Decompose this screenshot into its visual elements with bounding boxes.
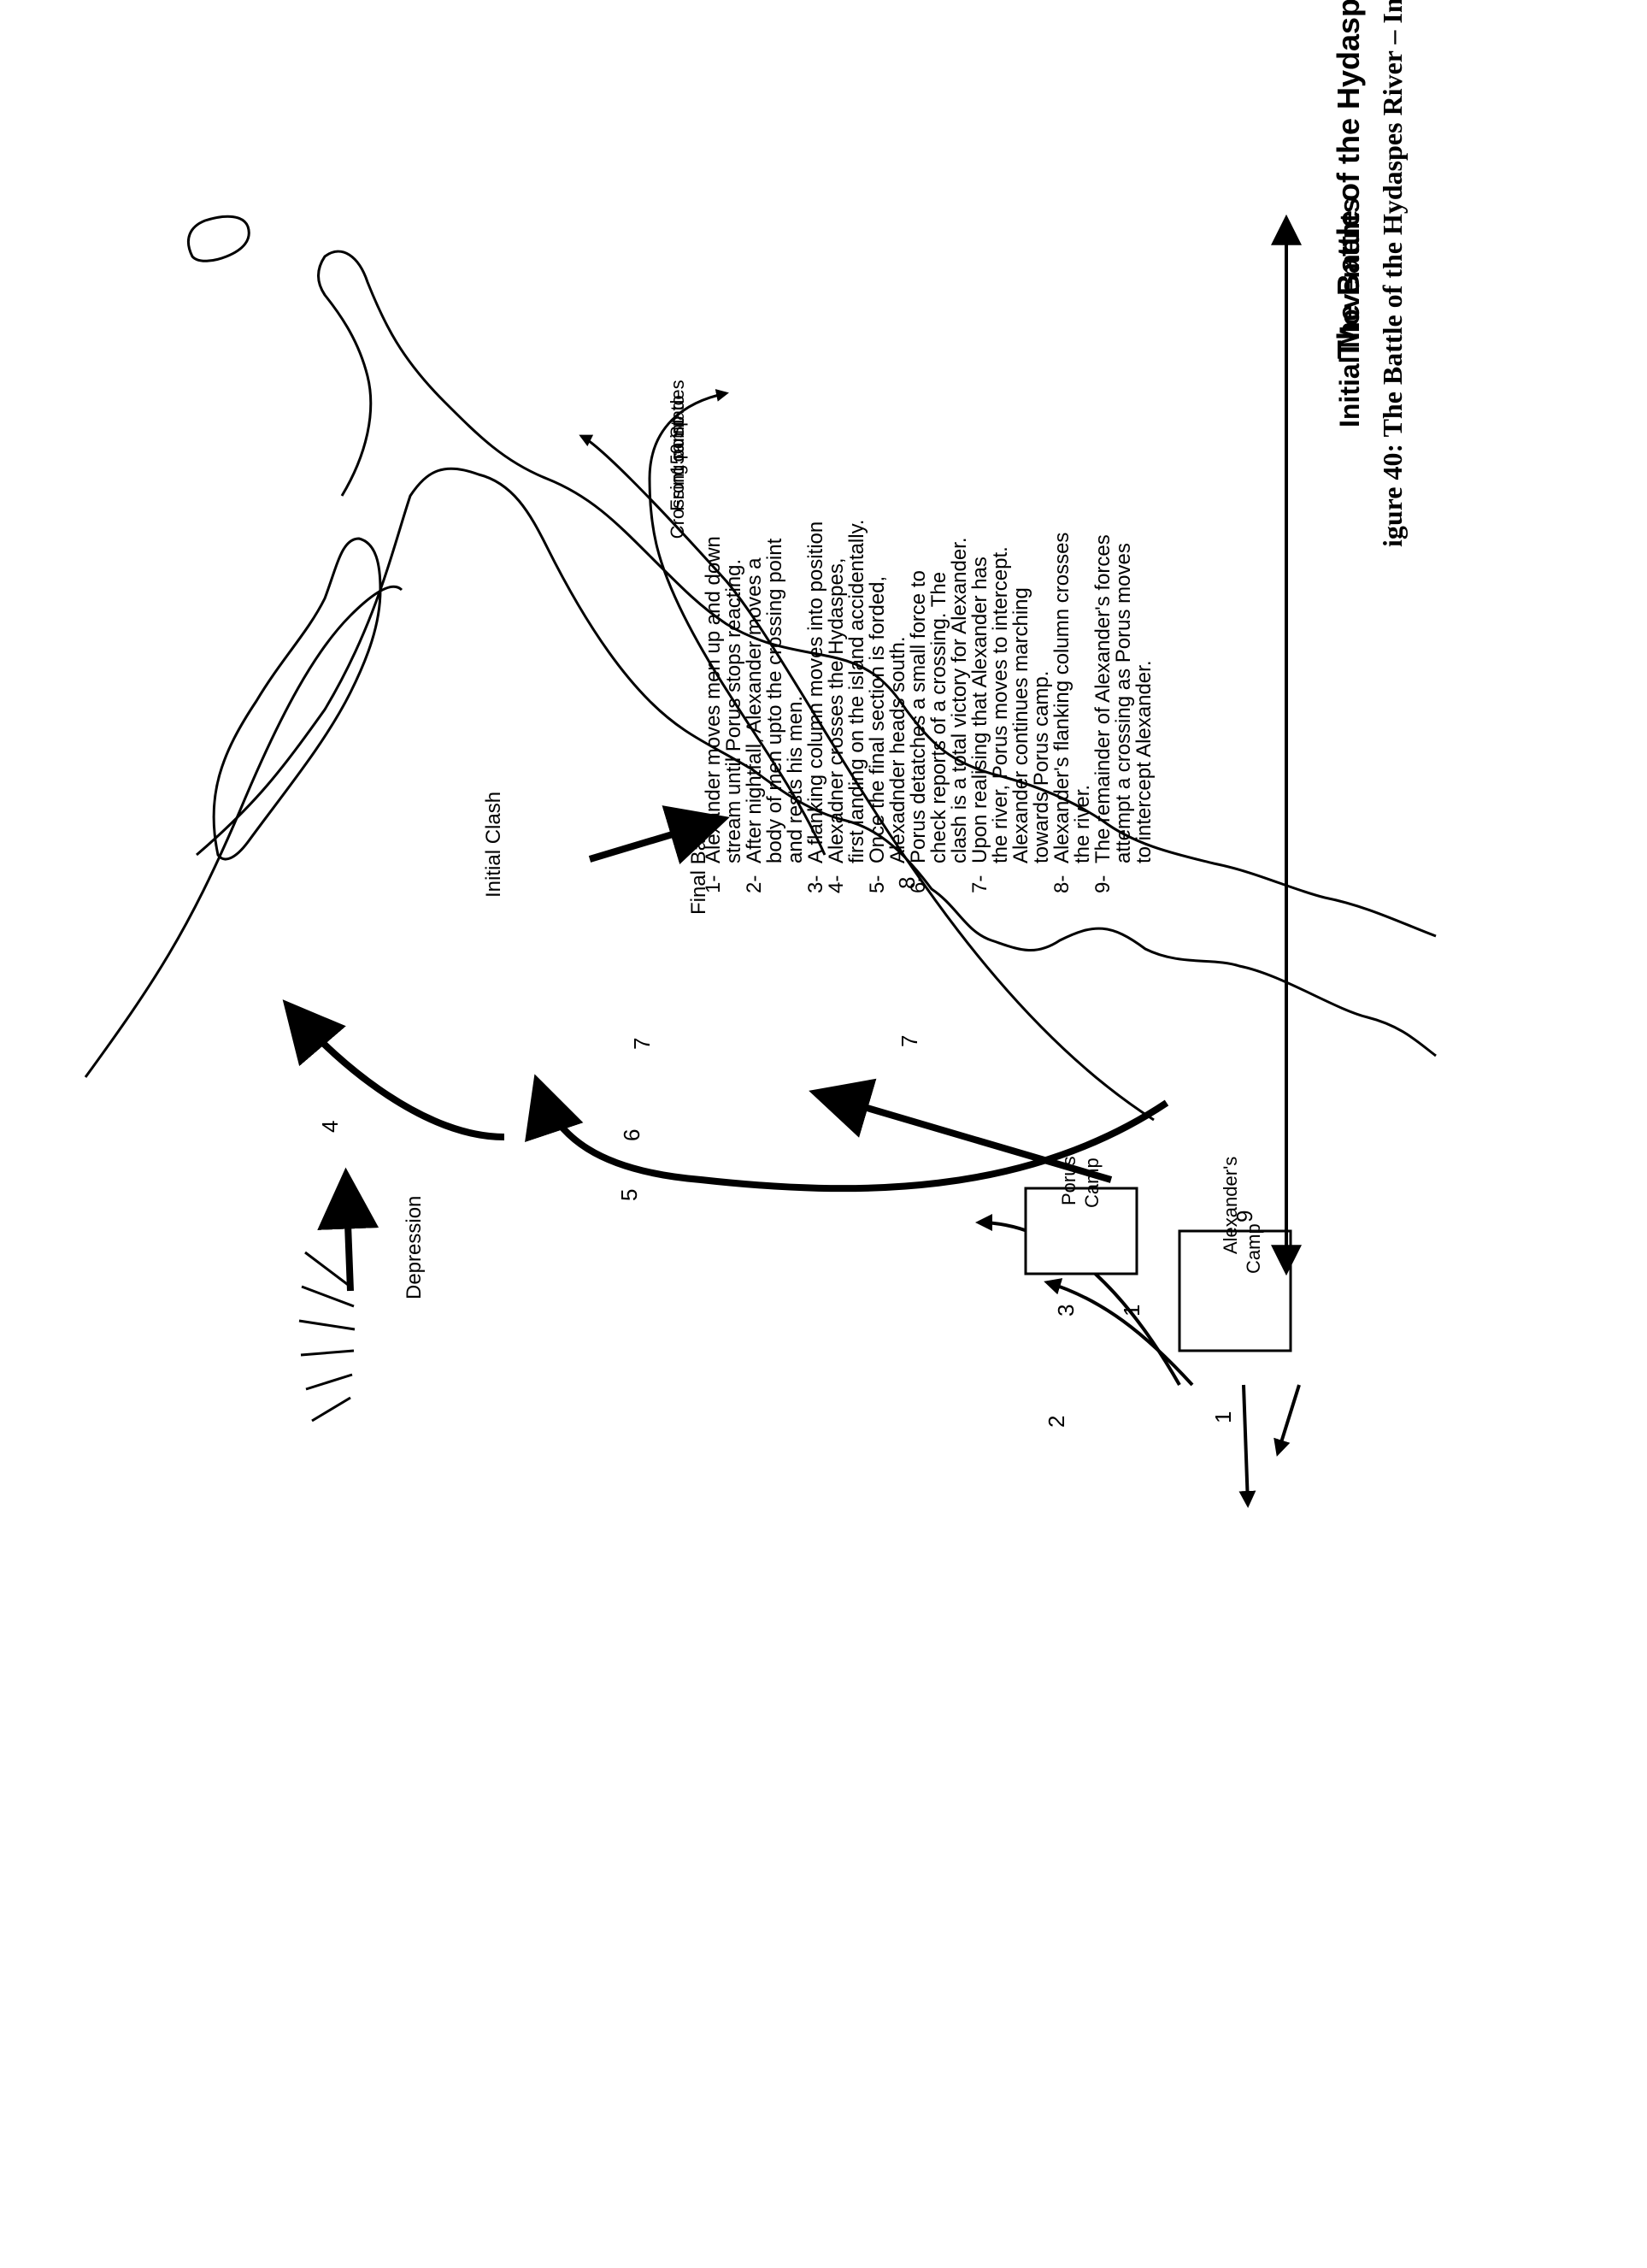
- north-bank-line: [196, 467, 1437, 1057]
- legend-item-7-line-2: the river, Porus moves to intercept.: [989, 546, 1012, 863]
- legend-item-7-line-1: Upon realising that Alexander has: [968, 557, 991, 863]
- distance-note-line-2: From camp to: [667, 395, 688, 511]
- final-battle-label: Final Battle: [687, 812, 710, 915]
- diagram-subtitle: Initial Movements: [1334, 198, 1365, 428]
- legend-item-7-number: 7-: [968, 875, 991, 893]
- figure-caption: igure 40: The Battle of the Hydaspes Riv…: [1377, 0, 1408, 547]
- arrow-label-7-upper: 7: [629, 1038, 655, 1050]
- arrow-label-1-down: 1: [1210, 1411, 1236, 1423]
- alexanders-camp-label-1: Alexander's: [1220, 1157, 1241, 1254]
- arrow-4: [317, 1167, 379, 1292]
- river-banks: [84, 215, 1437, 1078]
- arrow-label-8: 8: [894, 877, 920, 889]
- legend-item-7-line-3: Alexander continues marching: [1009, 587, 1032, 863]
- arrow-label-2: 2: [1044, 1416, 1069, 1428]
- outer-bank-line: [84, 585, 403, 1078]
- legend-item-1-line-1: Alexander moves men up and down: [702, 536, 725, 863]
- legend-item-3-line-1: A flanking column moves into position: [804, 521, 827, 863]
- legend-item-1-line-2: stream until Porus stops reacting.: [722, 559, 745, 863]
- arrow-7: [809, 1078, 1113, 1183]
- movement-arrows: [282, 389, 1301, 1508]
- arrow-label-5: 5: [616, 1189, 642, 1201]
- legend-item-9-number: 9-: [1091, 875, 1115, 893]
- legend-item-4-line-2: first landing on the island accidentally…: [845, 520, 868, 863]
- legend-item-2-line-2: body of men upto the crossing point: [763, 538, 786, 863]
- legend-item-9-line-2: attempt a crossing as Porus moves: [1112, 543, 1135, 863]
- alexanders-camp-label-2: Camp: [1243, 1223, 1264, 1274]
- legend-item-6-line-2: check reports of a crossing. The: [927, 572, 950, 863]
- legend-item-7-line-4: towards Porus camp.: [1030, 671, 1053, 863]
- distance-note-line-3: Crossing point: [667, 419, 688, 539]
- depression-hatching: [298, 1251, 356, 1423]
- arrow-label-7-lower: 7: [897, 1035, 922, 1047]
- legend: 1- Alexander moves men up and downstream …: [702, 520, 1156, 893]
- arrow-5: [282, 999, 505, 1140]
- legend-item-8-number: 8-: [1050, 875, 1073, 893]
- porus-camp-label-2: Camp: [1081, 1158, 1103, 1208]
- rotated-text: Alexander's Camp Porus' Camp Depression …: [317, 0, 1408, 1428]
- legend-item-6-line-1: Porus detatches a small force to: [907, 570, 930, 863]
- arrow-label-3: 3: [1053, 1305, 1079, 1317]
- legend-item-5-number: 5-: [866, 875, 889, 893]
- legend-item-8-line-1: Alexander's flanking column crosses: [1050, 533, 1073, 863]
- initial-clash-label: Initial Clash: [482, 792, 505, 898]
- legend-item-9-line-1: The remainder of Alexander's forces: [1091, 534, 1115, 863]
- legend-item-2-line-3: and rests his men.: [784, 696, 807, 863]
- south-bank-line: [317, 250, 1437, 938]
- legend-item-3-number: 3-: [804, 875, 827, 893]
- legend-item-6-line-3: clash is a total victory for Alexander.: [948, 537, 971, 863]
- legend-item-2-line-1: After nightfall, Alexander moves a: [743, 557, 766, 863]
- legend-item-5-line-1: Once the final section is forded,: [866, 576, 889, 863]
- arrow-label-4: 4: [317, 1121, 343, 1133]
- arrow-label-1-up: 1: [1119, 1305, 1144, 1317]
- legend-item-6-number: 6-: [907, 875, 930, 893]
- arrow-label-6: 6: [619, 1129, 644, 1141]
- depression-label: Depression: [403, 1196, 426, 1299]
- arrow-1-downstream: [1238, 1384, 1256, 1508]
- island-outline: [212, 537, 382, 861]
- arrow-6: [579, 434, 1155, 1122]
- distance-note-line-1: 150 Stades: [667, 380, 688, 474]
- arrow-8: [648, 389, 826, 856]
- arrow-label-9: 9: [1232, 1211, 1257, 1222]
- porus-camp-label-1: Porus': [1058, 1152, 1079, 1205]
- legend-item-5-line-2: Alexadnder heads south.: [886, 636, 909, 863]
- legend-item-2-number: 2-: [743, 875, 766, 893]
- diagram-title: The Battle of the Hydaspes River: [1331, 0, 1366, 359]
- arrow-1-upstream-a: [1273, 1384, 1301, 1457]
- legend-item-4-number: 4-: [825, 875, 848, 893]
- legend-item-8-line-2: the river.: [1071, 785, 1094, 863]
- porus-camp: [1024, 1187, 1138, 1275]
- arrow-initial-clash-to-final: [588, 805, 730, 865]
- legend-item-4-line-1: Alexadner crosses the Hydaspes,: [825, 557, 848, 863]
- legend-item-9-line-3: to intercept Alexander.: [1132, 661, 1156, 864]
- arrow-2: [525, 1074, 1169, 1193]
- islet-outline: [187, 215, 250, 262]
- legend-item-1-number: 1-: [702, 875, 725, 893]
- arrow-1-upstream-b: [1044, 1278, 1194, 1387]
